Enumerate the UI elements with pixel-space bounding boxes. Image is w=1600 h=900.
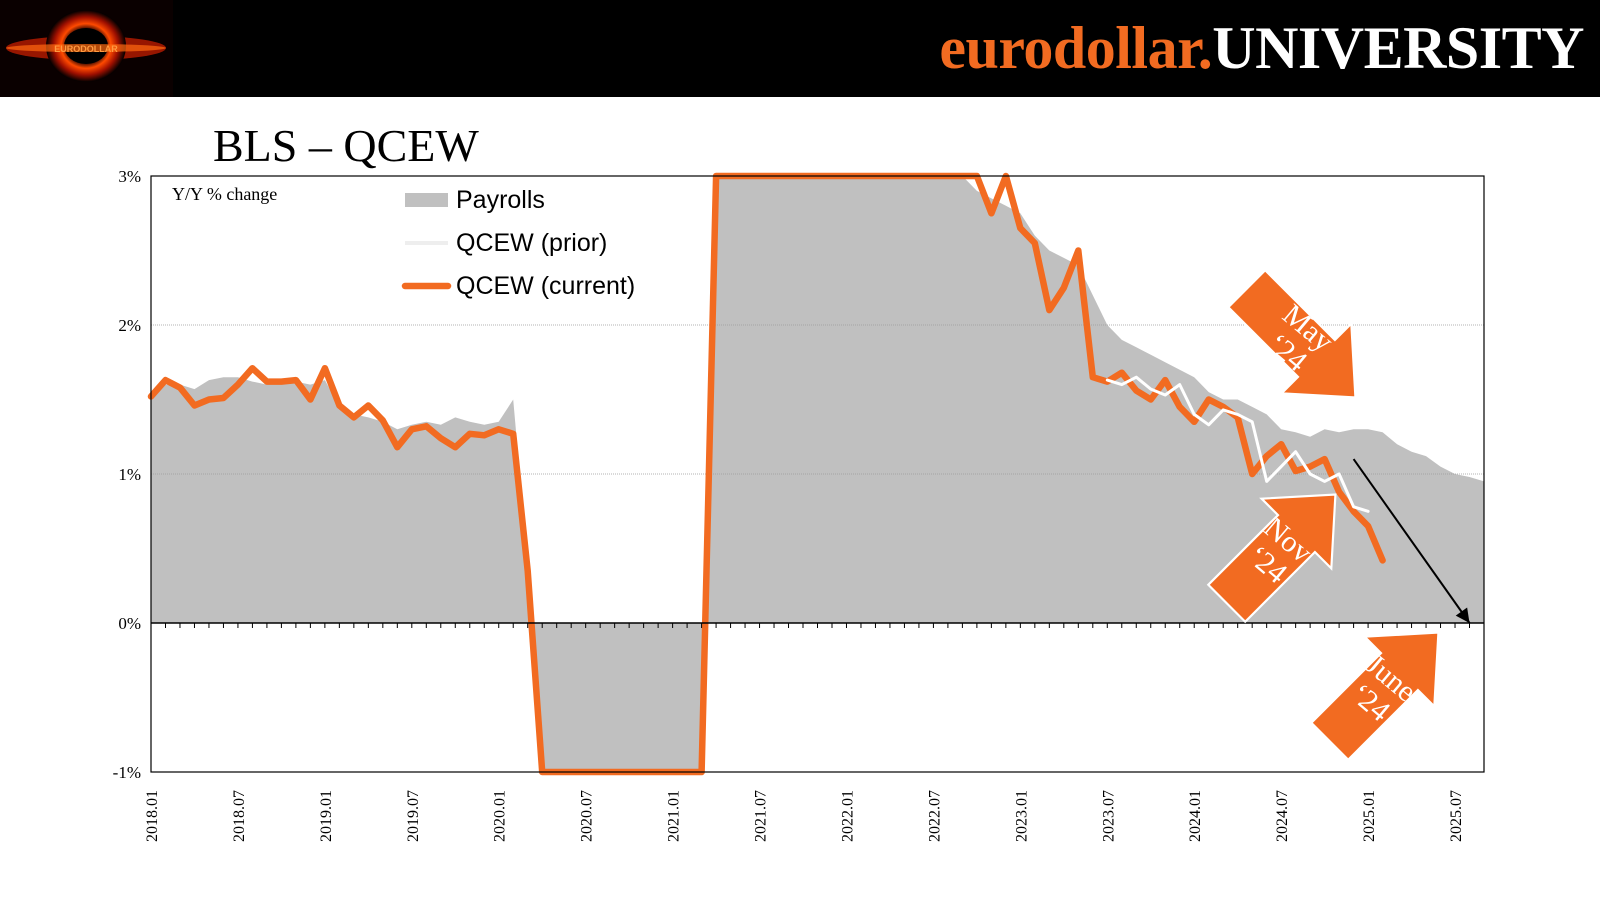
eurodollar-logo: EURODOLLAR	[0, 0, 173, 97]
x-tick-label: 2022.01	[839, 790, 856, 842]
units-annotation: Y/Y % change	[172, 184, 277, 204]
trend-arrow-line	[1352, 458, 1471, 624]
y-tick-label: -1%	[113, 763, 141, 782]
x-tick-label: 2021.07	[753, 790, 770, 842]
callout-arrow-shape	[1309, 631, 1440, 762]
chart-title: BLS – QCEW	[213, 120, 479, 171]
x-tick-label: 2020.01	[492, 790, 509, 842]
x-tick-label: 2025.01	[1361, 790, 1378, 842]
y-tick-label: 2%	[118, 316, 141, 335]
x-tick-label: 2023.07	[1100, 790, 1117, 842]
x-tick-label: 2020.07	[579, 790, 596, 842]
x-tick-label: 2018.07	[231, 790, 248, 842]
brand-wordmark: eurodollar.UNIVERSITY	[939, 8, 1584, 88]
x-tick-label: 2019.07	[405, 790, 422, 842]
x-tick-label: 2024.07	[1274, 790, 1291, 842]
callout-june-24: June‘24	[1309, 631, 1440, 762]
callout-nov-24: Nov‘24	[1206, 493, 1337, 624]
x-tick-label: 2019.01	[318, 790, 335, 842]
x-tick-label: 2022.07	[926, 790, 943, 842]
x-tick-label: 2024.01	[1187, 790, 1204, 842]
x-tick-label: 2025.07	[1448, 790, 1465, 842]
logo-text: EURODOLLAR	[54, 44, 118, 54]
header-bar: EURODOLLAR eurodollar.UNIVERSITY	[0, 0, 1600, 97]
legend-label: Payrolls	[456, 186, 545, 214]
legend-label: QCEW (prior)	[456, 229, 607, 257]
x-tick-label: 2018.01	[144, 790, 161, 842]
callout-arrow-shape	[1226, 268, 1357, 399]
brand-part-eurodollar: eurodollar.	[939, 15, 1213, 81]
y-tick-label: 0%	[118, 614, 141, 633]
qcew-prior-line	[1105, 375, 1370, 513]
legend-swatch-payrolls	[405, 193, 448, 207]
callout-arrow-shape	[1206, 493, 1337, 624]
trend-arrow-head	[1455, 607, 1470, 623]
x-tick-label: 2023.01	[1013, 790, 1030, 842]
x-tick-label: 2021.01	[666, 790, 683, 842]
legend-label: QCEW (current)	[456, 272, 635, 300]
y-tick-label: 3%	[118, 167, 141, 186]
y-tick-label: 1%	[118, 465, 141, 484]
plot-frame	[150, 175, 1485, 773]
brand-part-university: UNIVERSITY	[1212, 15, 1584, 81]
chart: -1% 0% 1% 2% 3% 2018.01 2018.07 2019.01 2019.07 2…	[113, 167, 1485, 842]
